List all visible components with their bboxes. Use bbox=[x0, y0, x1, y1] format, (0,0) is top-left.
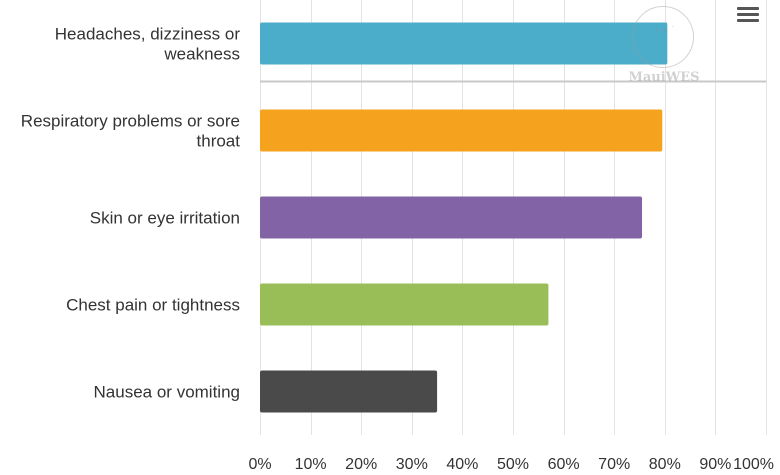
bar[interactable] bbox=[260, 196, 643, 239]
category-label: Headaches, dizziness or weakness bbox=[55, 25, 241, 64]
category-label: Respiratory problems or sore throat bbox=[21, 112, 240, 151]
x-tick-label: 10% bbox=[295, 456, 327, 473]
x-tick-label: 40% bbox=[446, 456, 478, 473]
hamburger-menu-icon[interactable] bbox=[734, 4, 762, 28]
x-tick-label: 100% bbox=[733, 456, 774, 473]
x-tick-label: 80% bbox=[649, 456, 681, 473]
x-tick-label: 60% bbox=[548, 456, 580, 473]
category-label: Skin or eye irritation bbox=[90, 209, 240, 228]
x-axis-tick-labels: 0% 10% 20% 30% 40% 50% 60% 70% 80% 90% 100% bbox=[248, 456, 774, 473]
bar[interactable] bbox=[260, 22, 668, 65]
x-tick-label: 90% bbox=[699, 456, 731, 473]
category-label: Nausea or vomiting bbox=[94, 383, 240, 402]
category-label: Chest pain or tightness bbox=[66, 296, 240, 315]
bar[interactable] bbox=[260, 370, 438, 413]
x-tick-label: 0% bbox=[248, 456, 271, 473]
x-tick-label: 20% bbox=[345, 456, 377, 473]
bar[interactable] bbox=[260, 109, 663, 152]
x-tick-label: 50% bbox=[497, 456, 529, 473]
bars bbox=[260, 22, 668, 413]
x-tick-label: 30% bbox=[396, 456, 428, 473]
category-labels: Headaches, dizziness or weakness Respirato… bbox=[21, 25, 241, 402]
x-tick-label: 70% bbox=[598, 456, 630, 473]
bar[interactable] bbox=[260, 283, 549, 326]
